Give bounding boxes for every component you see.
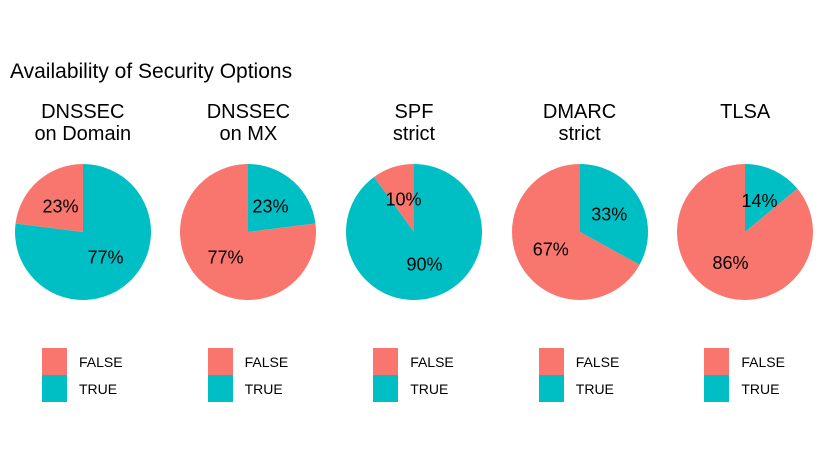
legend: FALSE TRUE	[704, 348, 828, 402]
legend-label-true: TRUE	[741, 380, 780, 397]
pie-title-line1: DNSSEC	[41, 101, 125, 123]
pie-chart: 23% 77%	[180, 164, 317, 300]
legend-item-true: TRUE	[373, 375, 497, 402]
legend-label-false: FALSE	[410, 353, 454, 370]
legend-item-true: TRUE	[207, 375, 332, 402]
pie-slice-true	[248, 164, 316, 232]
legend-label-false: FALSE	[741, 353, 785, 370]
pie-percent-label: 77%	[87, 248, 123, 268]
pie-title: DMARC strict	[497, 101, 663, 145]
legend-key-false	[373, 348, 399, 375]
pie-title: DNSSEC on MX	[166, 101, 332, 145]
pie-percent-label: 14%	[742, 191, 778, 211]
legend-key-true	[373, 375, 399, 402]
pie-facet-spf-strict: SPF strict 90% 10% FALSE TRUE	[331, 101, 497, 402]
pie-chart: 14% 86%	[677, 164, 814, 300]
legend-item-false: FALSE	[538, 348, 663, 375]
legend-label-true: TRUE	[575, 380, 614, 397]
legend-item-false: FALSE	[207, 348, 332, 375]
pie-title: DNSSEC on Domain	[0, 101, 166, 145]
pie-facet-dmarc-strict: DMARC strict 33% 67% FALSE TRUE	[497, 101, 663, 402]
pie-percent-label: 67%	[532, 239, 568, 259]
pie-slice-true	[14, 164, 151, 300]
legend-item-false: FALSE	[373, 348, 497, 375]
pie-chart: 90% 10%	[345, 164, 482, 300]
legend: FALSE TRUE	[538, 348, 663, 402]
legend-key-true	[538, 375, 564, 402]
pie-percent-label: 86%	[713, 253, 749, 273]
pie-title-line2: strict	[392, 123, 436, 145]
pie-percent-label: 33%	[591, 205, 627, 225]
legend: FALSE TRUE	[42, 348, 166, 402]
legend-label-true: TRUE	[410, 380, 449, 397]
legend: FALSE TRUE	[207, 348, 332, 402]
legend-item-true: TRUE	[538, 375, 663, 402]
legend-item-false: FALSE	[704, 348, 828, 375]
pie-facet-dnssec-domain: DNSSEC on Domain 77% 23% FALSE TRUE	[0, 101, 166, 402]
pie-percent-label: 90%	[406, 254, 442, 274]
legend-label-false: FALSE	[79, 353, 123, 370]
pie-title: TLSA	[662, 101, 828, 145]
pie-title-line1: DNSSEC	[206, 101, 291, 123]
legend-key-true	[42, 375, 67, 402]
legend-label-false: FALSE	[575, 353, 620, 370]
pie-slice-false	[511, 164, 640, 300]
legend-label-true: TRUE	[79, 380, 118, 397]
pie-title-line2: strict	[558, 123, 601, 145]
legend-key-false	[42, 348, 67, 375]
page-title: Availability of Security Options	[10, 60, 293, 83]
legend-key-false	[704, 348, 730, 375]
legend-label-false: FALSE	[244, 353, 289, 370]
pie-slice-false	[374, 164, 414, 232]
pie-title-line1: SPF	[394, 101, 434, 123]
pie-title-line1: DMARC	[542, 101, 617, 123]
pie-slice-true	[745, 164, 798, 232]
legend-item-false: FALSE	[42, 348, 166, 375]
pie-percent-label: 23%	[253, 197, 289, 217]
pie-percent-label: 23%	[42, 197, 78, 217]
pie-slice-true	[345, 164, 482, 300]
legend-item-true: TRUE	[704, 375, 828, 402]
pie-facet-tlsa: TLSA 14% 86% FALSE TRUE	[662, 101, 828, 402]
pie-title-line2: on Domain	[34, 123, 132, 145]
legend-label-true: TRUE	[244, 380, 283, 397]
pie-chart: 33% 67%	[511, 164, 648, 300]
legend-key-false	[538, 348, 564, 375]
pie-slice-false	[180, 164, 317, 300]
pie-slice-true	[579, 164, 648, 265]
legend: FALSE TRUE	[373, 348, 497, 402]
pie-chart: 77% 23%	[14, 164, 151, 300]
legend-item-true: TRUE	[42, 375, 166, 402]
pie-slice-false	[15, 164, 83, 232]
pie-title-line2: on MX	[219, 123, 278, 145]
pie-slice-false	[677, 164, 814, 300]
legend-key-true	[704, 375, 730, 402]
pie-title: SPF strict	[331, 101, 497, 145]
legend-key-false	[207, 348, 233, 375]
pie-title-line1: TLSA	[720, 101, 771, 123]
legend-key-true	[207, 375, 233, 402]
pie-percent-label: 10%	[385, 190, 421, 210]
pie-facet-dnssec-mx: DNSSEC on MX 23% 77% FALSE TRUE	[166, 101, 332, 402]
pie-grid: DNSSEC on Domain 77% 23% FALSE TRUE DNSSE…	[0, 101, 828, 402]
pie-percent-label: 77%	[208, 248, 244, 268]
